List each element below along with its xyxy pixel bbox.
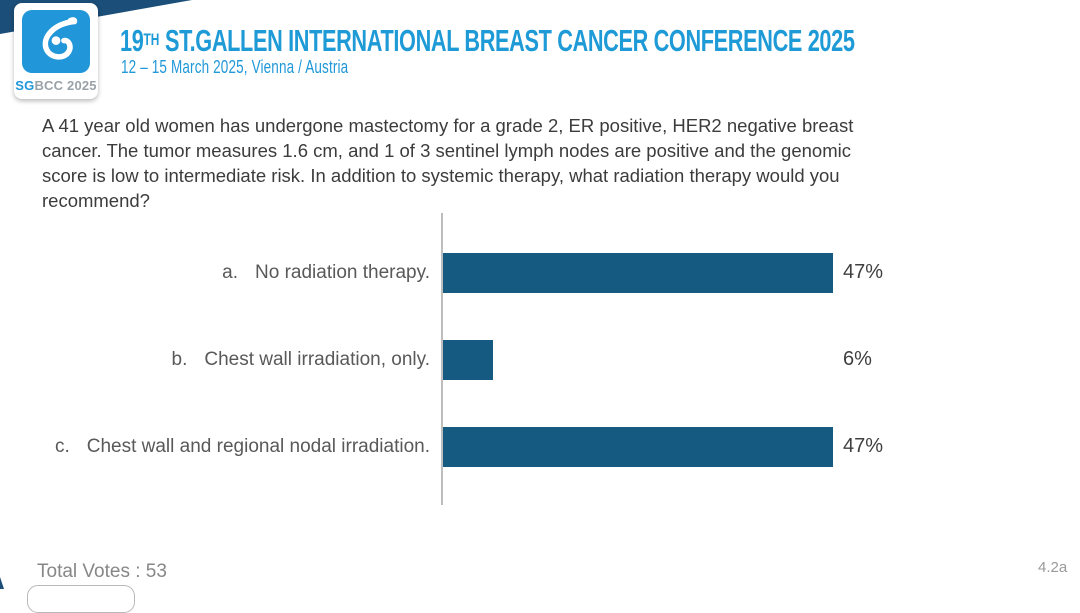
- option-letter-c: c.: [54, 436, 70, 457]
- conference-title-ordinal: TH: [143, 30, 160, 49]
- conference-title-number: 19: [120, 23, 144, 58]
- sgbcc-logo-tile: [22, 10, 90, 73]
- logo-caption-sg: SG: [15, 78, 35, 93]
- total-votes-label: Total Votes : 53: [37, 561, 167, 582]
- logo-caption-bcc: BCC 2025: [34, 78, 97, 93]
- conference-title: 19TH ST.GALLEN INTERNATIONAL BREAST CANC…: [120, 23, 855, 59]
- option-text-a: No radiation therapy.: [255, 262, 430, 283]
- bar-option-a: [443, 253, 834, 293]
- bottom-cutoff-button[interactable]: [27, 585, 135, 613]
- question-line-3: score is low to intermediate risk. In ad…: [42, 165, 840, 186]
- option-label-c: c. Chest wall and regional nodal irradiat…: [20, 435, 430, 459]
- sgbcc-logo-card: SGBCC 2025: [14, 3, 98, 99]
- option-text-b: Chest wall irradiation, only.: [204, 349, 430, 370]
- bottom-corner-sliver: [0, 577, 4, 589]
- percent-label-b: 6%: [843, 348, 872, 370]
- option-label-b: b. Chest wall irradiation, only.: [20, 348, 431, 372]
- percent-label-a: 47%: [843, 261, 884, 283]
- conference-title-text: ST.GALLEN INTERNATIONAL BREAST CANCER CO…: [159, 23, 855, 58]
- option-text-c: Chest wall and regional nodal irradiatio…: [86, 436, 430, 457]
- chart-axis-line: [441, 213, 443, 505]
- percent-label-c: 47%: [843, 435, 884, 457]
- question-line-4: recommend?: [42, 190, 150, 211]
- breast-logo-icon: [29, 14, 83, 69]
- question-line-1: A 41 year old women has undergone mastec…: [42, 115, 854, 136]
- logo-caption: SGBCC 2025: [14, 78, 98, 93]
- conference-subtitle: 12 – 15 March 2025, Vienna / Austria: [121, 57, 349, 77]
- slide-code: 4.2a: [1038, 559, 1068, 576]
- question-text: A 41 year old women has undergone mastec…: [42, 113, 962, 213]
- option-letter-a: a.: [222, 262, 239, 283]
- question-line-2: cancer. The tumor measures 1.6 cm, and 1…: [42, 140, 851, 161]
- bar-option-b: [443, 340, 493, 380]
- bar-option-c: [443, 427, 834, 467]
- option-label-a: a. No radiation therapy.: [20, 261, 430, 285]
- option-letter-b: b.: [171, 349, 188, 370]
